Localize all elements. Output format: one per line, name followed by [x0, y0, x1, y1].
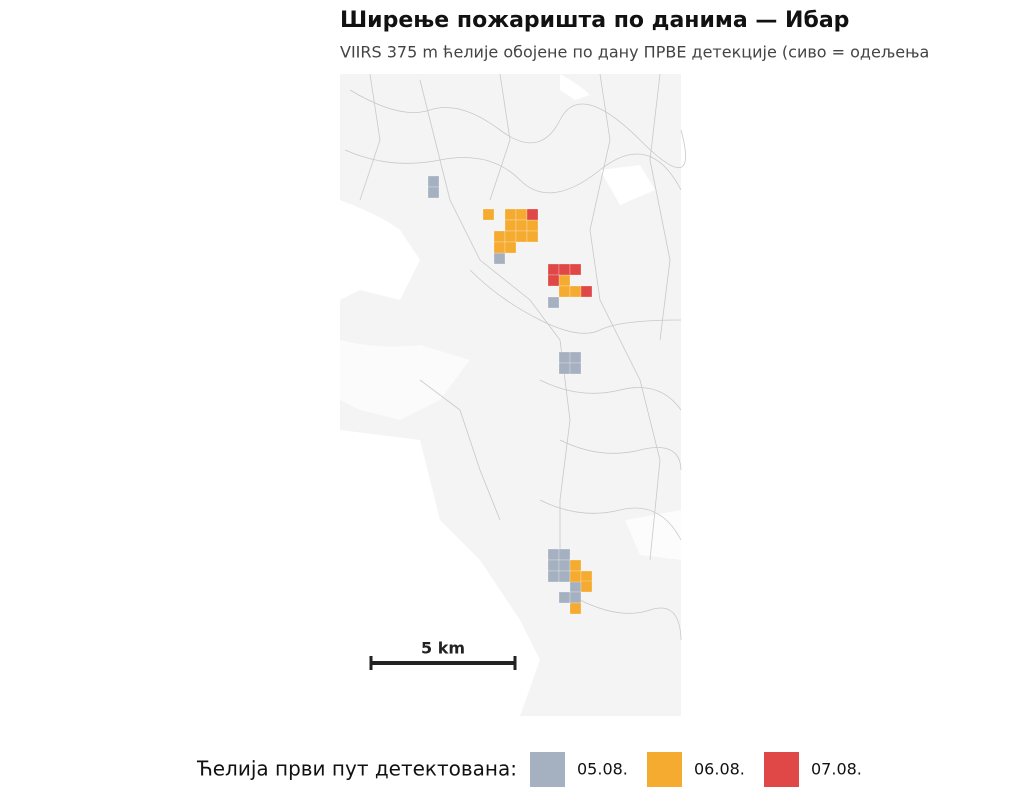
legend-label: 07.08.: [811, 760, 862, 779]
fire-cell: [558, 591, 571, 604]
fire-cell: [493, 252, 506, 265]
fire-cell: [515, 219, 528, 232]
fire-cell: [569, 285, 582, 298]
fire-cell: [427, 186, 440, 199]
fire-cell: [493, 230, 506, 243]
fire-cell: [558, 548, 571, 561]
fire-cell: [569, 591, 582, 604]
fire-cell: [569, 263, 582, 276]
fire-cell: [547, 548, 560, 561]
fire-cell: [493, 241, 506, 254]
fire-cell: [526, 230, 539, 243]
fire-cell: [569, 362, 582, 375]
fire-cell: [558, 559, 571, 572]
fire-cell: [558, 351, 571, 364]
fire-cell: [580, 570, 593, 583]
fire-cell: [547, 570, 560, 583]
fire-cell: [482, 208, 495, 221]
basemap: [340, 73, 686, 716]
fire-cell: [515, 208, 528, 221]
scale-bar: 5 km: [369, 639, 517, 670]
subtitle: VIIRS 375 m ћелије обојене по дану ПРВЕ …: [340, 43, 929, 62]
fire-cells: [427, 175, 593, 615]
fire-cell: [569, 602, 582, 615]
fire-cell: [558, 285, 571, 298]
fire-cell: [547, 263, 560, 276]
fire-cell: [569, 351, 582, 364]
fire-cell: [558, 274, 571, 287]
fire-cell: [504, 219, 517, 232]
fire-cell: [569, 559, 582, 572]
fire-cell: [526, 208, 539, 221]
fire-cell: [558, 362, 571, 375]
fire-cell: [580, 285, 593, 298]
fire-cell: [504, 230, 517, 243]
legend: 05.08. 06.08. 07.08.: [530, 752, 862, 787]
fire-cell: [515, 230, 528, 243]
fire-cell: [580, 580, 593, 593]
fire-cell: [547, 274, 560, 287]
title: Ширење пожаришта по данима — Ибар: [340, 8, 849, 33]
legend-label: 06.08.: [694, 760, 745, 779]
fire-cell: [558, 263, 571, 276]
fire-cell: [504, 241, 517, 254]
fire-cell: [427, 175, 440, 188]
legend-label: 05.08.: [577, 760, 628, 779]
legend-title: Ћелија први пут детектована:: [196, 757, 517, 781]
fire-cell: [569, 580, 582, 593]
fire-cell: [558, 570, 571, 583]
legend-swatch: [530, 752, 565, 787]
fire-cell: [547, 559, 560, 572]
fire-cell: [569, 570, 582, 583]
fire-cell: [526, 219, 539, 232]
legend-swatch: [647, 752, 682, 787]
fire-cell: [547, 296, 560, 309]
legend-swatch: [764, 752, 799, 787]
scale-label: 5 km: [421, 639, 465, 658]
fire-cell: [504, 208, 517, 221]
